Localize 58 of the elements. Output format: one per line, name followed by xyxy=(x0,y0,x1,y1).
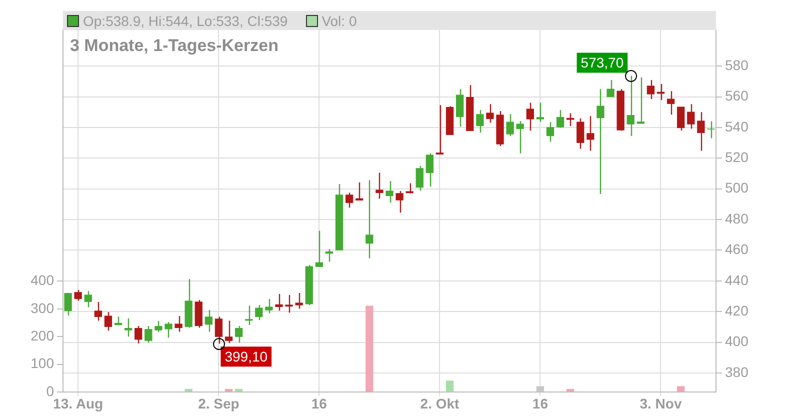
bar xyxy=(536,386,544,392)
legend-label: Vol: 0 xyxy=(322,12,357,28)
candlestick xyxy=(174,315,182,332)
x-tick-label: 2. Sep xyxy=(198,395,240,412)
candlestick xyxy=(496,110,504,147)
y-tick-label: 520 xyxy=(725,148,749,165)
candlestick xyxy=(396,190,404,214)
y2-tick-label: 200 xyxy=(30,327,54,344)
y2-tick-label: 400 xyxy=(30,272,54,288)
candlestick xyxy=(536,102,544,122)
y-tick-label: 460 xyxy=(725,241,749,258)
y-tick-label: 380 xyxy=(725,364,749,380)
legend-label: Op:538.9, Hi:544, Lo:533, Cl:539 xyxy=(83,12,288,28)
candlestick xyxy=(566,112,574,127)
bar xyxy=(566,388,574,392)
candlestick xyxy=(386,180,394,204)
y-tick-label: 420 xyxy=(725,302,749,318)
x-tick-label: 2. Okt xyxy=(420,395,460,412)
y-tick-label: 540 xyxy=(725,118,749,134)
candlestick xyxy=(506,113,514,137)
bar xyxy=(184,388,192,392)
candlestick xyxy=(164,321,172,338)
candlestick xyxy=(184,278,192,328)
candlestick xyxy=(707,120,715,139)
bar xyxy=(677,386,685,392)
bar xyxy=(234,388,243,392)
candlestick xyxy=(124,318,132,338)
candlestick xyxy=(697,112,705,152)
y-tick-label: 560 xyxy=(725,88,749,104)
x-tick-label: 3. Nov xyxy=(640,395,682,412)
x-tick-label: 16 xyxy=(532,395,548,412)
candlestick xyxy=(285,294,293,314)
candlestick xyxy=(636,76,644,124)
candlestick xyxy=(295,292,303,310)
candlestick xyxy=(436,104,444,155)
bar xyxy=(366,306,374,392)
y-tick-label: 400 xyxy=(725,333,749,350)
y2-tick-label: 100 xyxy=(30,355,54,372)
x-tick-label: 16 xyxy=(311,395,328,412)
bar xyxy=(224,388,233,392)
y2-tick-label: 0 xyxy=(46,382,54,399)
candlestick xyxy=(64,292,72,316)
chart-title: 3 Monate, 1-Tages-Kerzen xyxy=(70,36,278,56)
y-tick-label: 440 xyxy=(725,272,749,288)
x-tick-label: 13. Aug xyxy=(53,395,104,412)
candlestick xyxy=(265,298,273,314)
y-tick-label: 480 xyxy=(725,210,749,226)
bar xyxy=(446,380,454,392)
candlestick xyxy=(616,88,624,132)
y-tick-label: 500 xyxy=(725,180,749,196)
candlestick xyxy=(74,289,82,302)
candlestick xyxy=(486,104,494,124)
candlestick xyxy=(154,320,162,333)
candlestick xyxy=(376,172,384,200)
y-tick-label: 580 xyxy=(725,56,749,73)
y2-tick-label: 300 xyxy=(30,300,54,316)
annotation: 573,70 xyxy=(580,54,624,71)
annotation: 399,10 xyxy=(224,348,268,365)
